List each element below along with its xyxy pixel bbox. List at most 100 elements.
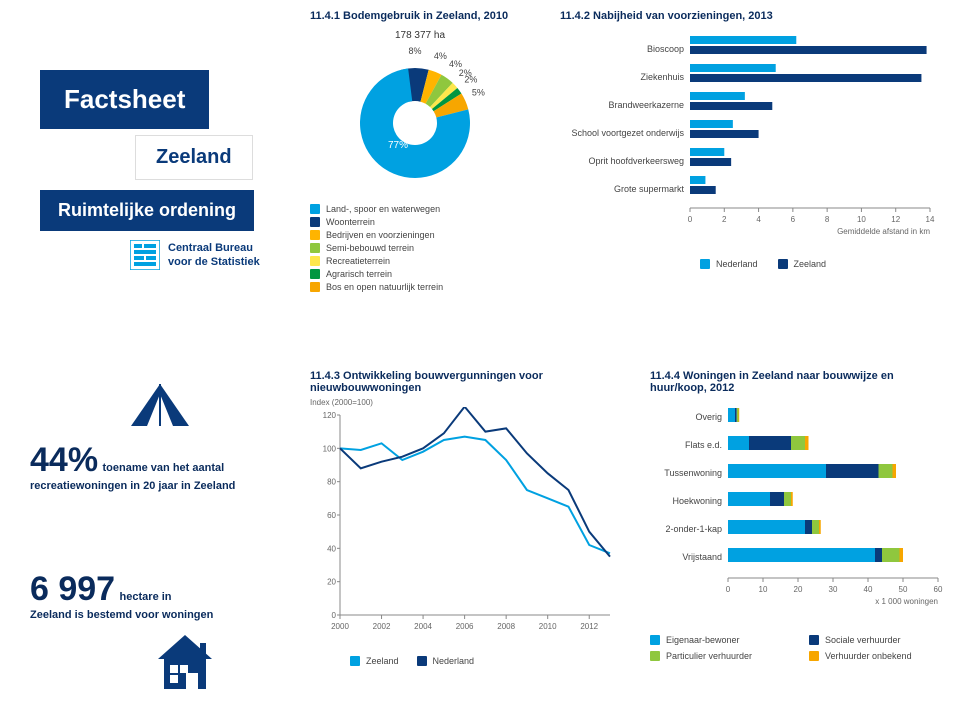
bar-segment [812, 520, 819, 534]
bar-segment [728, 464, 826, 478]
svg-text:14: 14 [926, 215, 935, 224]
svg-text:Flats e.d.: Flats e.d. [685, 440, 722, 450]
bars1144-legend-item: Sociale verhuurder [809, 635, 950, 645]
bar-segment [791, 492, 793, 506]
bar-zeeland [690, 186, 716, 194]
svg-text:4%: 4% [434, 51, 447, 61]
stat-6997-unit: hectare in [120, 591, 172, 603]
bar-nederland [690, 176, 705, 184]
bar-zeeland [690, 74, 921, 82]
bar-segment [728, 436, 749, 450]
bar-nederland [690, 64, 776, 72]
bar-segment [826, 464, 879, 478]
bar-zeeland [690, 158, 731, 166]
svg-text:Vrijstaand: Vrijstaand [682, 552, 722, 562]
bar-segment [737, 408, 739, 422]
stat-44-text1: toename van het aantal [103, 462, 225, 474]
house-icon [150, 629, 220, 694]
bars-1144: OverigFlats e.d.TussenwoningHoekwoning2-… [650, 404, 950, 624]
svg-text:20: 20 [794, 585, 803, 594]
svg-text:Brandweerkazerne: Brandweerkazerne [608, 100, 684, 110]
bar-segment [893, 464, 897, 478]
stat-6997-text: Zeeland is bestemd voor woningen [30, 609, 290, 621]
svg-text:Hoekwoning: Hoekwoning [672, 496, 722, 506]
svg-text:8%: 8% [408, 46, 421, 56]
bar-segment [882, 548, 900, 562]
bars1144-legend-item: Verhuurder onbekend [809, 651, 950, 661]
bar-nederland [690, 120, 733, 128]
svg-text:5%: 5% [472, 88, 485, 98]
svg-text:8: 8 [825, 215, 830, 224]
bars1142-legend-item: Zeeland [778, 259, 827, 269]
svg-text:Tussenwoning: Tussenwoning [664, 468, 722, 478]
title-1143: 11.4.3 Ontwikkeling bouwvergunningen voo… [310, 370, 630, 394]
pie-legend-item: Land-, spoor en waterwegen [310, 204, 530, 214]
bars1144-legend-item: Eigenaar-bewoner [650, 635, 791, 645]
title-1142: 11.4.2 Nabijheid van voorzieningen, 2013 [560, 10, 773, 22]
svg-text:6: 6 [791, 215, 796, 224]
title-1144: 11.4.4 Woningen in Zeeland naar bouwwijz… [650, 370, 950, 394]
svg-text:0: 0 [332, 611, 337, 620]
pie-total: 178 377 ha [310, 30, 530, 41]
svg-text:2002: 2002 [373, 622, 391, 631]
pie-legend-item: Bos en open natuurlijk terrein [310, 282, 530, 292]
title-1141: 11.4.1 Bodemgebruik in Zeeland, 2010 [310, 10, 508, 22]
bar-segment [728, 408, 735, 422]
svg-text:2000: 2000 [331, 622, 349, 631]
stat-44-value: 44% [30, 441, 98, 479]
svg-text:2: 2 [722, 215, 727, 224]
bar-segment [805, 520, 812, 534]
svg-text:School voortgezet onderwijs: School voortgezet onderwijs [571, 128, 684, 138]
svg-text:4: 4 [756, 215, 761, 224]
svg-text:40: 40 [327, 544, 336, 553]
svg-text:77%: 77% [388, 140, 408, 151]
bar-segment [784, 492, 791, 506]
bar-segment [728, 548, 875, 562]
bar-nederland [690, 36, 796, 44]
svg-text:10: 10 [857, 215, 866, 224]
svg-text:50: 50 [899, 585, 908, 594]
bar-segment [819, 520, 821, 534]
pie-chart: 8%4%4%2%2%5%77% [310, 43, 530, 193]
pie-legend-item: Bedrijven en voorzieningen [310, 230, 530, 240]
cbs-name: Centraal Bureau voor de Statistiek [168, 241, 260, 270]
svg-text:x 1 000 woningen: x 1 000 woningen [875, 597, 938, 606]
svg-text:2%: 2% [464, 74, 477, 84]
line-legend-item: Zeeland [350, 656, 399, 666]
bar-zeeland [690, 102, 772, 110]
pie-legend-item: Semi-bebouwd terrein [310, 243, 530, 253]
bar-segment [728, 520, 805, 534]
bar-segment [900, 548, 904, 562]
tent-icon [125, 380, 195, 435]
bars1142-legend-item: Nederland [700, 259, 758, 269]
subtitle-label: Ruimtelijke ordening [40, 190, 254, 231]
bar-segment [749, 436, 791, 450]
svg-text:Oprit hoofdverkeersweg: Oprit hoofdverkeersweg [588, 156, 684, 166]
svg-text:10: 10 [759, 585, 768, 594]
svg-text:120: 120 [323, 411, 337, 420]
stat-6997-value: 6 997 [30, 570, 115, 608]
line-ylabel: Index (2000=100) [310, 398, 630, 407]
region-label: Zeeland [135, 135, 253, 180]
line-chart: 0204060801001202000200220042006200820102… [310, 407, 630, 647]
bar-nederland [690, 92, 745, 100]
line-series [340, 437, 610, 554]
bar-segment [875, 548, 882, 562]
svg-text:60: 60 [934, 585, 943, 594]
line-series [340, 407, 610, 557]
svg-text:0: 0 [726, 585, 731, 594]
svg-text:12: 12 [891, 215, 900, 224]
svg-text:2012: 2012 [580, 622, 598, 631]
pie-legend-item: Woonterrein [310, 217, 530, 227]
svg-text:80: 80 [327, 478, 336, 487]
bar-segment [735, 408, 737, 422]
svg-text:30: 30 [829, 585, 838, 594]
svg-text:2010: 2010 [539, 622, 557, 631]
bar-segment [805, 436, 809, 450]
svg-text:2-onder-1-kap: 2-onder-1-kap [665, 524, 722, 534]
pie-legend-item: Recreatieterrein [310, 256, 530, 266]
bar-segment [879, 464, 893, 478]
bar-segment [791, 436, 805, 450]
stat-44-text2: recreatiewoningen in 20 jaar in Zeeland [30, 480, 290, 492]
svg-text:Gemiddelde afstand in km: Gemiddelde afstand in km [837, 227, 930, 236]
